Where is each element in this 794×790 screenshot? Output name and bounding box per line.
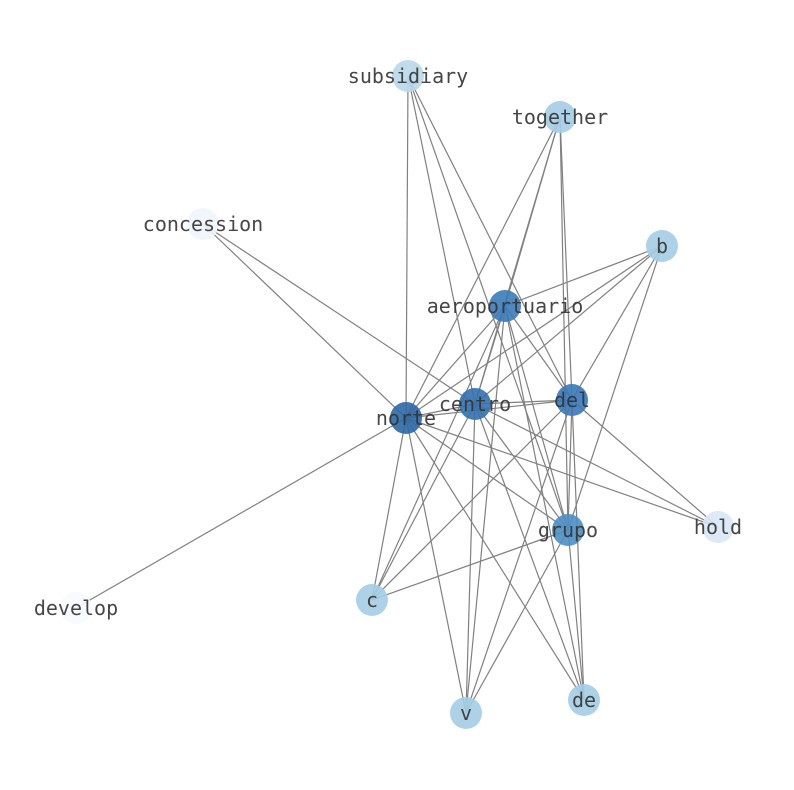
node-label-together: together — [512, 105, 608, 129]
node-label-grupo: grupo — [538, 518, 598, 542]
edge-norte-c — [371, 417, 407, 601]
node-label-c: c — [366, 588, 378, 612]
edge-del-de — [571, 399, 585, 701]
node-subsidiary — [392, 60, 424, 92]
edge-aeroportuario-del — [504, 305, 573, 401]
edges — [75, 75, 719, 714]
edge-centro-grupo — [474, 403, 569, 531]
edge-norte-together — [405, 116, 561, 419]
node-label-hold: hold — [694, 515, 742, 539]
node-c — [356, 584, 388, 616]
node-label-v: v — [460, 701, 472, 725]
edge-centro-de — [474, 403, 585, 701]
edge-aeroportuario-b — [504, 245, 663, 307]
node-b — [646, 230, 678, 262]
edge-aeroportuario-grupo — [504, 305, 569, 531]
edge-del-c — [371, 399, 573, 601]
node-together — [544, 101, 576, 133]
node-label-de: de — [572, 688, 596, 712]
nodes — [60, 60, 734, 729]
node-centro — [459, 388, 491, 420]
node-del — [556, 384, 588, 416]
node-label-subsidiary: subsidiary — [348, 64, 468, 88]
node-label-centro: centro — [439, 392, 511, 416]
edge-norte-aeroportuario — [405, 305, 506, 419]
edge-del-grupo — [567, 399, 573, 531]
node-grupo — [552, 514, 584, 546]
node-label-norte: norte — [376, 406, 436, 430]
edge-aeroportuario-de — [504, 305, 585, 701]
edge-centro-subsidiary — [407, 75, 476, 405]
edge-centro-concession — [202, 223, 476, 405]
node-aeroportuario — [489, 290, 521, 322]
edge-norte-subsidiary — [405, 75, 409, 419]
edge-grupo-v — [465, 529, 569, 714]
edge-del-together — [559, 116, 573, 401]
edge-centro-v — [465, 403, 476, 714]
edge-del-hold — [571, 399, 719, 528]
edge-norte-develop — [75, 417, 407, 609]
node-concession — [187, 208, 219, 240]
edge-norte-b — [405, 245, 663, 419]
edge-centro-hold — [474, 403, 719, 528]
edge-grupo-de — [567, 529, 585, 701]
edge-del-v — [465, 399, 573, 714]
node-label-del: del — [554, 388, 590, 412]
edge-norte-grupo — [405, 417, 569, 531]
edge-centro-c — [371, 403, 476, 601]
node-v — [450, 697, 482, 729]
edge-grupo-together — [559, 116, 569, 531]
edge-aeroportuario-together — [504, 116, 561, 307]
node-de — [568, 684, 600, 716]
node-label-b: b — [656, 234, 668, 258]
edge-norte-v — [405, 417, 467, 714]
edge-del-b — [571, 245, 663, 401]
edge-aeroportuario-c — [371, 305, 506, 601]
node-norte — [390, 402, 422, 434]
node-label-develop: develop — [34, 596, 118, 620]
node-label-concession: concession — [143, 212, 263, 236]
node-label-aeroportuario: aeroportuario — [427, 294, 584, 318]
labels: subsidiary together concession b aeroportuar… — [34, 64, 742, 725]
edge-grupo-c — [371, 529, 569, 601]
edge-grupo-subsidiary — [407, 75, 569, 531]
edge-aeroportuario-v — [465, 305, 506, 714]
node-hold — [702, 511, 734, 543]
edge-norte-concession — [202, 223, 407, 419]
edge-norte-de — [405, 417, 585, 701]
edge-del-subsidiary — [407, 75, 573, 401]
node-develop — [60, 592, 92, 624]
edge-grupo-b — [567, 245, 663, 531]
